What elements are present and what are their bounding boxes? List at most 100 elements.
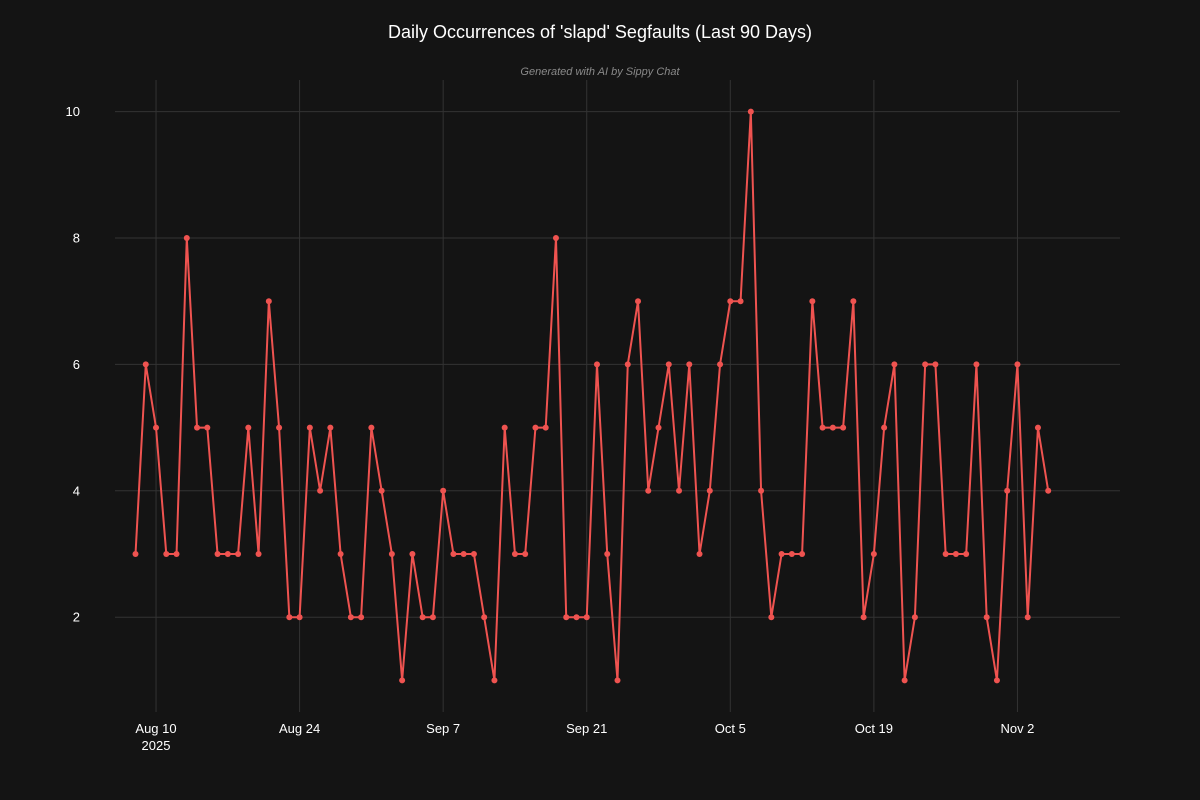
data-point[interactable] [655,424,662,431]
data-point[interactable] [942,551,949,557]
data-point[interactable] [973,361,980,368]
data-point[interactable] [850,298,857,305]
data-point[interactable] [665,361,672,368]
data-point[interactable] [737,298,744,305]
data-point[interactable] [163,551,170,557]
data-point[interactable] [491,677,498,684]
data-point[interactable] [481,614,488,621]
data-point[interactable] [409,551,416,557]
data-point[interactable] [717,361,724,368]
data-point[interactable] [204,424,211,431]
data-point[interactable] [604,551,611,557]
data-point[interactable] [265,298,272,305]
data-point[interactable] [1024,614,1031,621]
data-point[interactable] [727,298,734,305]
data-point[interactable] [245,424,252,431]
data-point[interactable] [563,614,570,621]
data-point[interactable] [306,424,313,431]
data-point[interactable] [676,487,683,494]
data-point[interactable] [860,614,867,621]
data-point[interactable] [153,424,160,431]
data-point[interactable] [573,614,580,621]
x-tick-label: Oct 5 [715,721,746,736]
data-point[interactable] [522,551,529,557]
data-point[interactable] [593,361,600,368]
data-point[interactable] [778,551,785,557]
data-point[interactable] [1014,361,1021,368]
data-point[interactable] [911,614,918,621]
data-point[interactable] [501,424,508,431]
data-point[interactable] [614,677,621,684]
data-point[interactable] [347,614,354,621]
data-point[interactable] [358,614,365,621]
data-point[interactable] [870,551,877,557]
data-point[interactable] [173,551,180,557]
data-point[interactable] [183,235,190,241]
data-point[interactable] [768,614,775,621]
data-point[interactable] [214,551,221,557]
data-point[interactable] [337,551,344,557]
data-point[interactable] [542,424,549,431]
data-point[interactable] [901,677,908,684]
y-gridlines [115,111,1120,618]
data-point[interactable] [511,551,518,557]
data-point[interactable] [450,551,457,557]
data-point[interactable] [809,298,816,305]
data-point[interactable] [194,424,201,431]
data-point[interactable] [819,424,826,431]
data-point[interactable] [1045,487,1052,494]
series-line-group [134,110,1050,682]
data-point[interactable] [317,487,324,494]
data-point[interactable] [327,424,334,431]
data-point[interactable] [224,551,231,557]
data-point[interactable] [645,487,652,494]
x-tick-label: Sep 21 [566,721,607,736]
data-point[interactable] [624,361,631,368]
data-point[interactable] [429,614,436,621]
data-point[interactable] [460,551,467,557]
data-point[interactable] [552,235,559,241]
data-point[interactable] [993,677,1000,684]
data-point[interactable] [635,298,642,305]
data-point[interactable] [440,487,447,494]
data-point[interactable] [142,361,149,368]
data-point[interactable] [296,614,303,621]
data-point[interactable] [419,614,426,621]
data-point[interactable] [255,551,262,557]
data-point[interactable] [399,677,406,684]
data-point[interactable] [788,551,795,557]
data-point[interactable] [470,551,477,557]
data-point[interactable] [532,424,539,431]
data-point[interactable] [286,614,293,621]
data-point[interactable] [132,551,139,557]
x-axis-ticks: Aug 10 2025 Aug 24 Sep 7 Sep 21 Oct 5 Oct 19 No… [135,721,1034,753]
data-point[interactable] [686,361,693,368]
data-point[interactable] [583,614,590,621]
data-point[interactable] [1034,424,1041,431]
data-point[interactable] [952,551,959,557]
data-point[interactable] [758,487,765,494]
data-point[interactable] [922,361,929,368]
data-point[interactable] [963,551,970,557]
data-point[interactable] [891,361,898,368]
data-point[interactable] [983,614,990,621]
data-point[interactable] [368,424,375,431]
y-tick-label: 2 [73,610,80,625]
data-point[interactable] [276,424,283,431]
data-point[interactable] [696,551,703,557]
data-point[interactable] [881,424,888,431]
data-point[interactable] [1004,487,1011,494]
y-tick-label: 4 [73,483,80,498]
data-point[interactable] [932,361,939,368]
data-point[interactable] [378,487,385,494]
series-points-group [132,108,1052,684]
data-point[interactable] [829,424,836,431]
data-point[interactable] [706,487,713,494]
data-point[interactable] [388,551,395,557]
data-point[interactable] [840,424,847,431]
data-point[interactable] [747,108,754,115]
data-point[interactable] [799,551,806,557]
data-point[interactable] [235,551,242,557]
